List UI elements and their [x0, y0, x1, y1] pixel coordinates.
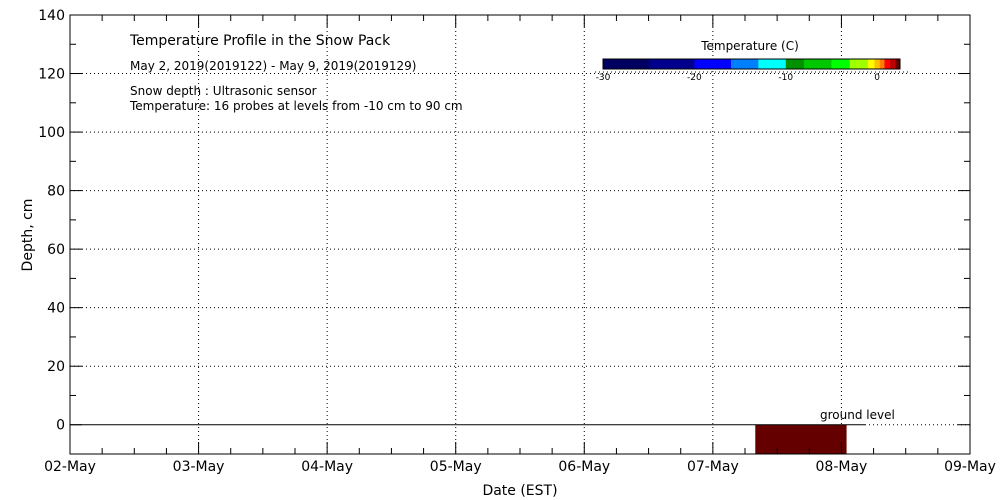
x-axis-label: Date (EST): [482, 483, 557, 499]
colorbar-title: Temperature (C): [700, 39, 799, 53]
colorbar-tick-label: -10: [778, 73, 793, 83]
y-tick-label: 0: [56, 418, 65, 434]
colorbar-tick-label: -30: [596, 73, 611, 83]
colorbar-segment: [868, 59, 875, 69]
colorbar-frame: [602, 58, 901, 70]
y-tick-label: 100: [38, 125, 65, 141]
colorbar-segment: [785, 59, 805, 69]
x-tick-label: 07-May: [687, 459, 739, 475]
y-tick-label: 140: [38, 8, 65, 24]
colorbar-segment: [879, 59, 885, 69]
x-tick-label: 06-May: [558, 459, 610, 475]
x-tick-label: 02-May: [44, 459, 96, 475]
y-axis-label: Depth, cm: [20, 199, 36, 272]
note-temperature: Temperature: 16 probes at levels from -1…: [129, 99, 463, 113]
colorbar-segment: [648, 59, 695, 69]
colorbar-segment: [730, 59, 759, 69]
chart-subtitle: May 2, 2019(2019122) - May 9, 2019(20191…: [130, 59, 416, 73]
note-snow-depth: Snow depth : Ultrasonic sensor: [130, 84, 317, 98]
colorbar-segment: [849, 59, 869, 69]
chart-title: Temperature Profile in the Snow Pack: [129, 33, 391, 49]
x-tick-label: 03-May: [173, 459, 225, 475]
x-tick-label: 04-May: [301, 459, 353, 475]
x-tick-label: 08-May: [816, 459, 868, 475]
plot-frame: [69, 14, 971, 455]
colorbar-segment: [884, 59, 891, 69]
x-tick-label: 09-May: [944, 459, 996, 475]
colorbar-segment: [831, 59, 851, 69]
y-tick-label: 20: [47, 359, 65, 375]
ground-level-label: ground level: [820, 408, 895, 422]
y-tick-label: 40: [47, 301, 65, 317]
y-tick-label: 80: [47, 184, 65, 200]
colorbar-segment: [889, 59, 896, 69]
colorbar-tick-label: 0: [874, 73, 880, 83]
y-tick-label: 60: [47, 242, 65, 258]
colorbar-segment: [694, 59, 732, 69]
colorbar-segment: [804, 59, 832, 69]
colorbar-tick-label: -20: [687, 73, 702, 83]
colorbar-segment: [758, 59, 787, 69]
colorbar-segment: [895, 59, 901, 69]
x-tick-label: 05-May: [430, 459, 482, 475]
colorbar-segment: [603, 59, 650, 69]
y-tick-label: 120: [38, 67, 65, 83]
temperature-cell: [755, 424, 847, 454]
colorbar-segment: [874, 59, 881, 69]
